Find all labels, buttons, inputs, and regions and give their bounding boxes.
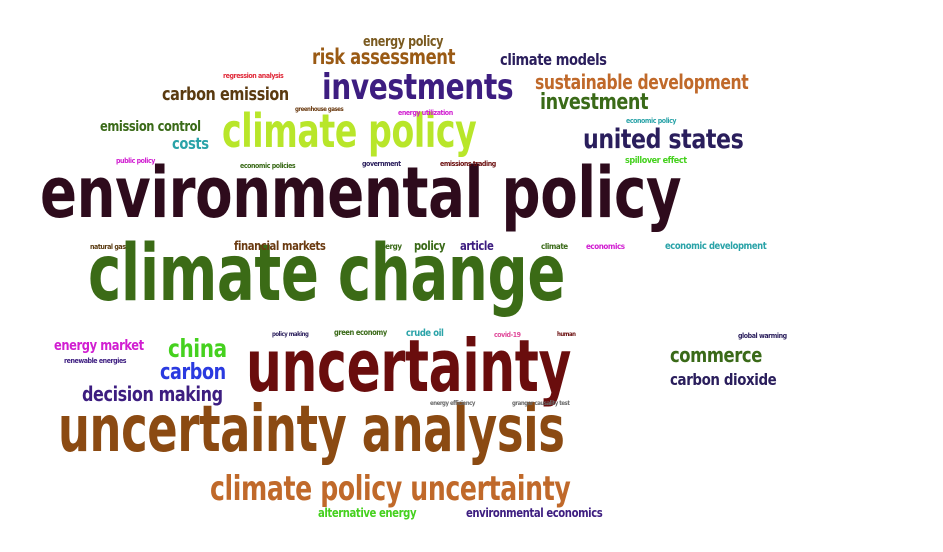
word-economics: economics [586, 242, 625, 251]
word-risk-assessment: risk assessment [312, 45, 456, 69]
word-emissions-trading: emissions trading [440, 160, 496, 168]
word-energy: energy [376, 242, 402, 251]
word-human: human [557, 331, 576, 338]
word-united-states: united states [583, 124, 744, 155]
word-global-warming: global warming [738, 332, 787, 340]
word-climate-policy-uncertainty: climate policy uncertainty [210, 469, 571, 509]
word-investment: investment [540, 90, 649, 115]
word-economic-policies: economic policies [240, 162, 296, 170]
word-crude-oil: crude oil [406, 328, 444, 339]
word-climate: climate [541, 242, 568, 251]
word-climate-models: climate models [500, 50, 607, 69]
word-granger-causality-test: granger causality test [512, 400, 570, 407]
word-economic-development: economic development [665, 241, 767, 252]
word-energy-market: energy market [54, 338, 144, 354]
word-policy: policy [414, 239, 446, 253]
word-economic-policy: economic policy [626, 117, 677, 125]
word-renewable-energies: renewable energies [64, 357, 127, 365]
word-energy-efficiency: energy efficiency [430, 400, 475, 407]
word-sustainable-development: sustainable development [535, 70, 749, 94]
word-regression-analysis: regression analysis [223, 72, 284, 80]
word-alternative-energy: alternative energy [318, 506, 417, 520]
word-public-policy: public policy [116, 157, 155, 165]
word-financial-markets: financial markets [234, 239, 326, 253]
word-spillover-effect: spillover effect [625, 156, 687, 166]
word-climate-policy: climate policy [222, 104, 477, 158]
word-carbon: carbon [160, 360, 226, 385]
word-natural-gas: natural gas [90, 243, 126, 251]
word-climate-change: climate change [88, 229, 566, 319]
word-greenhouse-gases: greenhouse gases [295, 106, 344, 113]
word-covid-19: covid-19 [494, 331, 521, 339]
word-investments: investments [322, 67, 514, 108]
word-emission-control: emission control [100, 119, 201, 135]
word-uncertainty-analysis: uncertainty analysis [58, 393, 565, 467]
word-energy-utilization: energy utilization [398, 109, 453, 117]
word-environmental-economics: environmental economics [466, 506, 603, 520]
word-carbon-dioxide: carbon dioxide [670, 370, 777, 389]
word-uncertainty: uncertainty [246, 324, 572, 408]
word-costs: costs [172, 134, 209, 153]
word-commerce: commerce [670, 343, 762, 367]
word-china: china [168, 334, 227, 363]
word-policy-making: policy making [272, 331, 309, 338]
word-article: article [460, 239, 494, 253]
word-green-economy: green economy [334, 328, 387, 337]
word-environmental-policy: environmental policy [40, 152, 682, 234]
word-government: government [362, 160, 401, 168]
word-carbon-emission: carbon emission [162, 84, 289, 105]
word-energy-policy: energy policy [363, 34, 444, 50]
word-decision-making: decision making [82, 382, 223, 406]
